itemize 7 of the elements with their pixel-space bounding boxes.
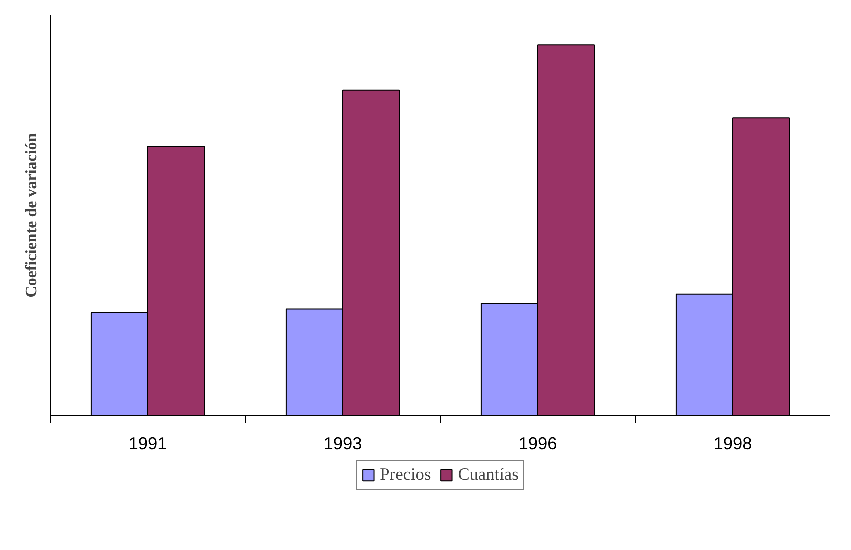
legend-label: Cuantías [458, 464, 519, 484]
x-tick-label: 1993 [324, 434, 362, 454]
legend-label: Precios [380, 464, 432, 484]
x-tick-label: 1996 [518, 434, 558, 454]
x-tick-label: 1998 [714, 434, 752, 454]
y-axis-title: Coeficiente de variación [24, 133, 40, 298]
x-tick-label: 1991 [128, 434, 168, 454]
